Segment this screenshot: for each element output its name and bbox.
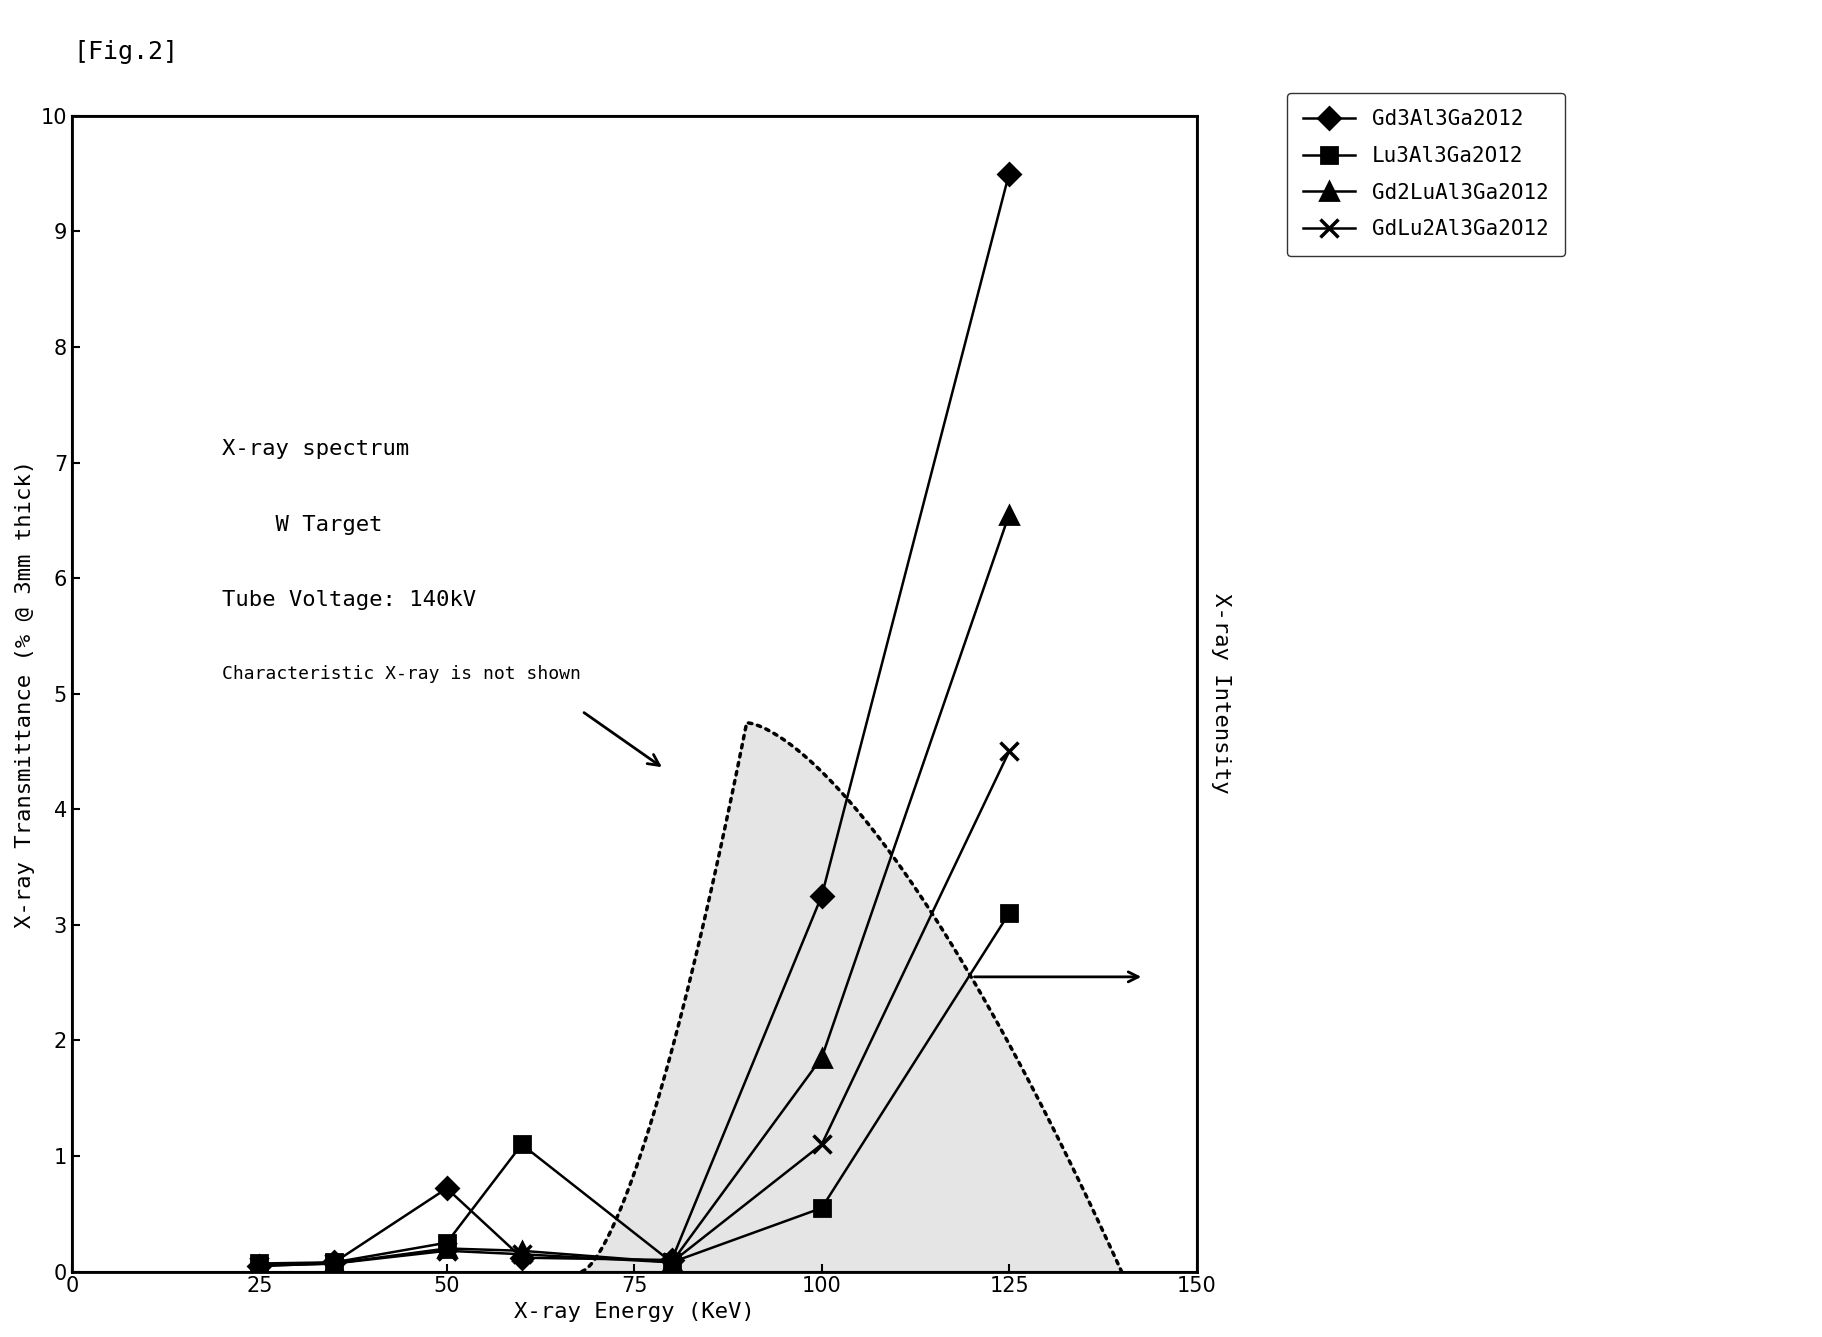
X-axis label: X-ray Energy (KeV): X-ray Energy (KeV)	[514, 1302, 754, 1322]
Gd3Al3Ga2O12	[661, 1251, 683, 1267]
Gd2LuAl3Ga2O12	[435, 1241, 457, 1257]
Y-axis label: X-ray Intensity: X-ray Intensity	[1212, 594, 1232, 794]
Gd2LuAl3Ga2O12	[510, 1243, 532, 1259]
Text: W Target: W Target	[222, 515, 383, 535]
Gd3Al3Ga2O12	[510, 1250, 532, 1266]
Line: Gd3Al3Ga2O12: Gd3Al3Ga2O12	[251, 166, 1017, 1273]
Line: Gd2LuAl3Ga2O12: Gd2LuAl3Ga2O12	[250, 505, 1018, 1275]
Lu3Al3Ga2O12	[510, 1136, 532, 1152]
Y-axis label: X-ray Transmittance (% @ 3mm thick): X-ray Transmittance (% @ 3mm thick)	[15, 460, 35, 928]
GdLu2Al3Ga2O12	[322, 1255, 344, 1271]
Line: GdLu2Al3Ga2O12: GdLu2Al3Ga2O12	[250, 742, 1018, 1275]
Lu3Al3Ga2O12	[322, 1254, 344, 1270]
Gd2LuAl3Ga2O12	[661, 1254, 683, 1270]
GdLu2Al3Ga2O12	[811, 1136, 833, 1152]
Text: [Fig.2]: [Fig.2]	[73, 40, 179, 64]
GdLu2Al3Ga2O12	[435, 1243, 457, 1259]
Lu3Al3Ga2O12	[811, 1201, 833, 1217]
Gd3Al3Ga2O12	[998, 166, 1020, 182]
GdLu2Al3Ga2O12	[998, 743, 1020, 759]
Text: X-ray spectrum: X-ray spectrum	[222, 440, 410, 460]
Gd2LuAl3Ga2O12	[811, 1050, 833, 1066]
Gd3Al3Ga2O12	[811, 888, 833, 904]
Legend: Gd3Al3Ga2O12, Lu3Al3Ga2O12, Gd2LuAl3Ga2O12, GdLu2Al3Ga2O12: Gd3Al3Ga2O12, Lu3Al3Ga2O12, Gd2LuAl3Ga2O…	[1286, 92, 1565, 255]
Lu3Al3Ga2O12	[248, 1255, 270, 1271]
Gd2LuAl3Ga2O12	[998, 507, 1020, 523]
GdLu2Al3Ga2O12	[248, 1258, 270, 1274]
Gd2LuAl3Ga2O12	[248, 1258, 270, 1274]
Lu3Al3Ga2O12	[998, 905, 1020, 921]
Gd3Al3Ga2O12	[248, 1258, 270, 1274]
Lu3Al3Ga2O12	[435, 1234, 457, 1250]
Text: Tube Voltage: 140kV: Tube Voltage: 140kV	[222, 590, 476, 610]
Text: Characteristic X-ray is not shown: Characteristic X-ray is not shown	[222, 664, 581, 683]
Line: Lu3Al3Ga2O12: Lu3Al3Ga2O12	[251, 905, 1017, 1271]
Gd3Al3Ga2O12	[322, 1254, 344, 1270]
Polygon shape	[581, 722, 1122, 1271]
Gd2LuAl3Ga2O12	[322, 1255, 344, 1271]
Gd3Al3Ga2O12	[435, 1181, 457, 1197]
Lu3Al3Ga2O12	[661, 1254, 683, 1270]
GdLu2Al3Ga2O12	[510, 1246, 532, 1262]
GdLu2Al3Ga2O12	[661, 1254, 683, 1270]
